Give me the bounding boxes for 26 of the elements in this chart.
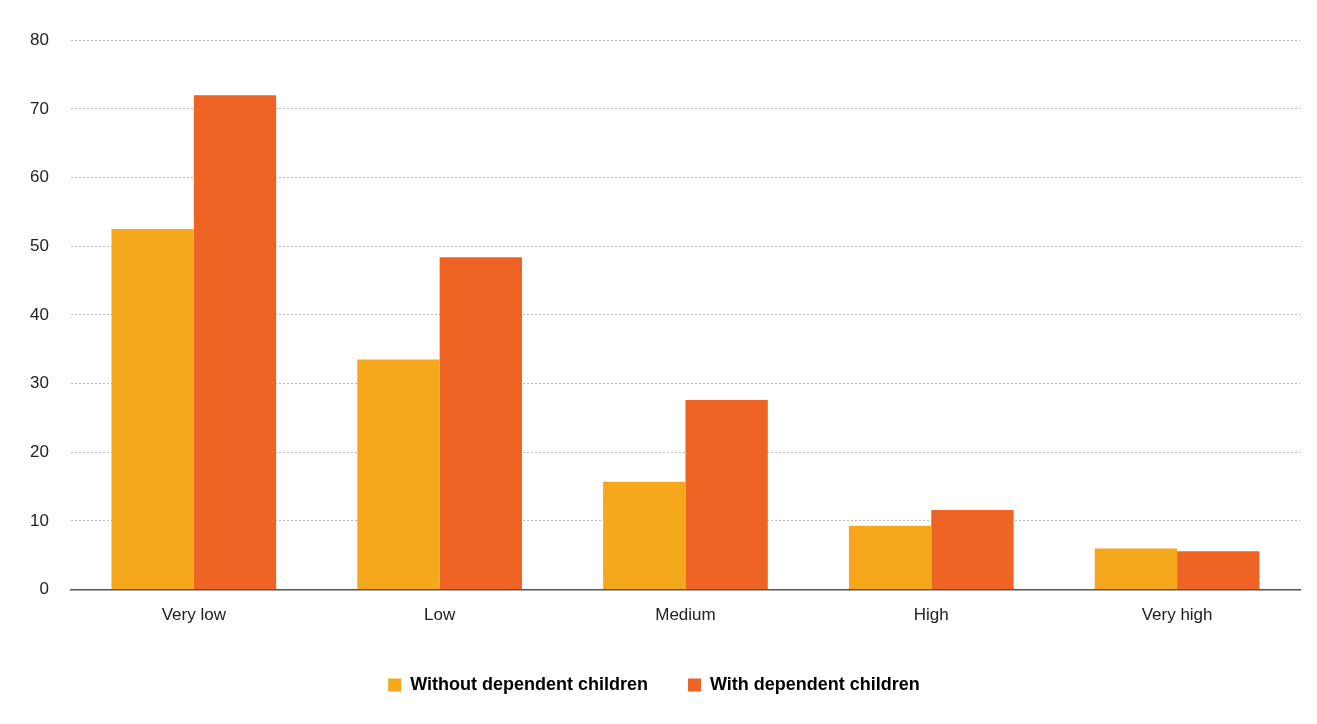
x-tick-label: Medium bbox=[655, 605, 716, 625]
bar bbox=[848, 525, 932, 590]
x-tick-label: Very high bbox=[1141, 605, 1213, 625]
bar bbox=[603, 481, 686, 590]
bar bbox=[931, 509, 1014, 590]
x-tick-label: High bbox=[913, 605, 949, 625]
y-tick-label: 10 bbox=[29, 510, 49, 530]
legend-label: Without dependent children bbox=[410, 673, 648, 694]
bar bbox=[1177, 551, 1260, 590]
y-tick-label: 30 bbox=[29, 373, 49, 393]
y-tick-label: 80 bbox=[29, 29, 49, 49]
bar bbox=[357, 359, 440, 590]
x-tick-label: Very low bbox=[161, 605, 227, 625]
bar bbox=[1094, 548, 1178, 590]
y-tick-label: 50 bbox=[29, 235, 49, 255]
bar bbox=[111, 229, 194, 590]
y-tick-label: 70 bbox=[29, 98, 49, 118]
y-tick-label: 20 bbox=[29, 441, 49, 461]
legend-label: With dependent children bbox=[709, 673, 920, 694]
bar bbox=[193, 95, 277, 590]
bar bbox=[439, 257, 522, 590]
y-tick-label: 60 bbox=[29, 167, 49, 187]
y-tick-label: 0 bbox=[39, 579, 49, 599]
y-tick-label: 40 bbox=[29, 304, 49, 324]
x-tick-label: Low bbox=[424, 605, 456, 625]
bar bbox=[685, 400, 768, 590]
